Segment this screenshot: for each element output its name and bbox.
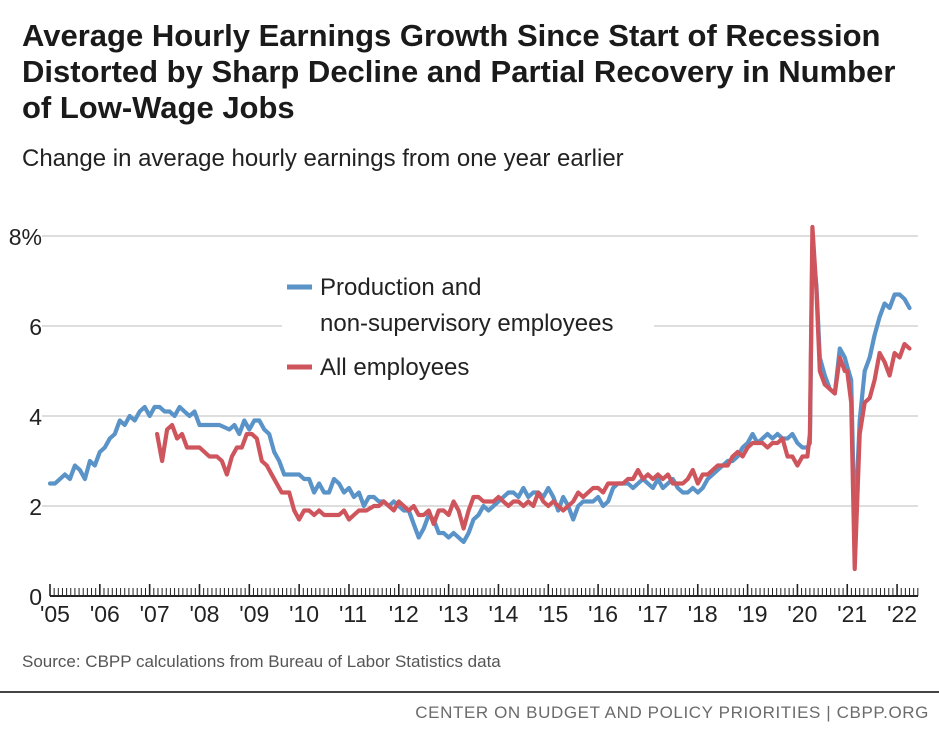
legend-label: All employees — [320, 354, 469, 381]
x-tick-label: '16 — [588, 601, 618, 627]
legend-background — [282, 268, 654, 384]
series-lines — [47, 224, 912, 572]
y-tick-label: 2 — [29, 494, 42, 520]
chart-title: Average Hourly Earnings Growth Since Sta… — [22, 18, 896, 125]
y-tick-label: 8% — [9, 224, 42, 250]
line-chart: 0 2 4 6 8% '05 '06 '07 '08 '09 '10 '11 '12 '13 '14 '15… — [9, 224, 919, 627]
legend-label: Production and — [320, 274, 481, 301]
x-tick-label: '14 — [488, 601, 518, 627]
series-all-employees-line — [155, 224, 912, 572]
x-tick-label: '06 — [90, 601, 120, 627]
source-note: Source: CBPP calculations from Bureau of… — [22, 652, 501, 671]
y-tick-label: 4 — [29, 404, 42, 430]
x-tick-label: '05 — [40, 601, 70, 627]
x-tick-label: '10 — [289, 601, 319, 627]
x-tick-label: '15 — [538, 601, 568, 627]
legend-label: non-supervisory employees — [320, 310, 613, 337]
chart-subtitle: Change in average hourly earnings from o… — [22, 145, 624, 172]
legend: Production and non-supervisory employees A… — [282, 268, 654, 384]
x-tick-label: '20 — [787, 601, 817, 627]
series-production-line — [47, 242, 912, 545]
y-tick-label: 0 — [29, 584, 42, 610]
y-tick-label: 6 — [29, 314, 42, 340]
x-tick-label: '11 — [339, 601, 367, 627]
x-tick-label: '18 — [688, 601, 718, 627]
x-axis-labels: '05 '06 '07 '08 '09 '10 '11 '12 '13 '14 '15 '16 '17 '… — [40, 601, 917, 627]
x-tick-label: '21 — [837, 601, 867, 627]
footer-divider — [0, 691, 939, 693]
x-axis — [49, 584, 919, 597]
footer-credit: CENTER ON BUDGET AND POLICY PRIORITIES |… — [415, 703, 929, 722]
x-tick-label: '07 — [140, 601, 170, 627]
x-tick-label: '12 — [389, 601, 419, 627]
y-axis-labels: 0 2 4 6 8% — [9, 224, 42, 610]
x-tick-label: '08 — [189, 601, 219, 627]
x-tick-label: '22 — [887, 601, 917, 627]
x-tick-label: '17 — [638, 601, 668, 627]
x-tick-label: '19 — [738, 601, 768, 627]
x-tick-label: '13 — [439, 601, 469, 627]
x-tick-label: '09 — [239, 601, 269, 627]
